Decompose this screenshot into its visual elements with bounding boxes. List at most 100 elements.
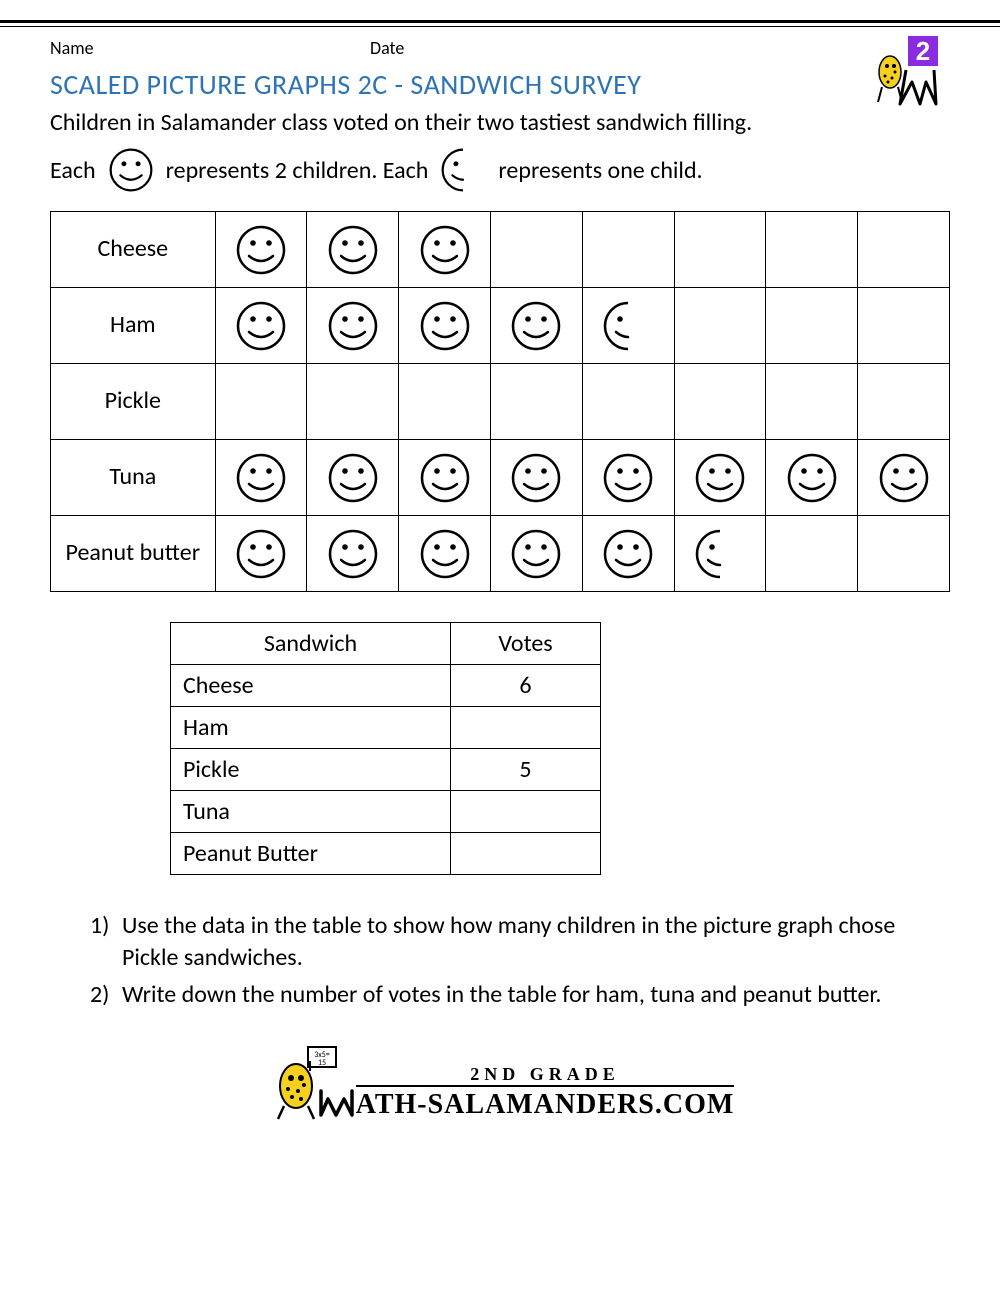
graph-cell — [766, 288, 858, 364]
graph-cell — [582, 440, 674, 516]
worksheet-page: Name Date 2 SCALED PICTURE GRAPHS 2C - S… — [0, 37, 1000, 1156]
table-row: Peanut Butter — [171, 833, 601, 875]
svg-text:2: 2 — [916, 36, 930, 66]
votes-cell — [451, 707, 601, 749]
graph-cell — [490, 212, 582, 288]
footer: 3x5= 15 2ND GRADE ATH-SALAMANDERS.COM — [50, 1041, 950, 1126]
graph-cell — [399, 364, 491, 440]
picture-graph-table: CheeseHamPickleTunaPeanut butter — [50, 211, 950, 592]
smiley-full-icon — [235, 224, 287, 276]
legend-text-3: represents one child. — [498, 156, 702, 185]
smiley-full-icon — [419, 300, 471, 352]
graph-cell — [766, 212, 858, 288]
graph-cell — [399, 212, 491, 288]
smiley-full-icon — [419, 224, 471, 276]
smiley-full-icon — [419, 528, 471, 580]
grade-badge: 2 — [870, 32, 950, 112]
page-title: SCALED PICTURE GRAPHS 2C - SANDWICH SURV… — [50, 67, 950, 102]
graph-cell — [858, 288, 950, 364]
smiley-half-icon — [440, 147, 486, 193]
smiley-full-icon — [602, 452, 654, 504]
graph-cell — [399, 516, 491, 592]
smiley-half-icon — [694, 528, 746, 580]
graph-cell — [215, 440, 307, 516]
votes-header-votes: Votes — [451, 623, 601, 665]
smiley-full-icon — [510, 300, 562, 352]
votes-cell: 6 — [451, 665, 601, 707]
smiley-full-icon — [602, 528, 654, 580]
smiley-full-icon — [419, 452, 471, 504]
smiley-full-icon — [878, 452, 930, 504]
smiley-full-icon — [235, 300, 287, 352]
legend: Each represents 2 children. Each represe… — [50, 147, 950, 193]
graph-cell — [307, 440, 399, 516]
votes-table: Sandwich Votes Cheese6HamPickle5TunaPean… — [170, 622, 601, 875]
salamander-logo-icon: 3x5= 15 — [266, 1041, 356, 1121]
graph-cell — [858, 212, 950, 288]
smiley-full-icon — [510, 452, 562, 504]
graph-cell — [674, 212, 766, 288]
graph-cell — [674, 288, 766, 364]
smiley-full-icon — [510, 528, 562, 580]
table-row: Ham — [51, 288, 950, 364]
legend-text-1: Each — [50, 156, 96, 185]
smiley-full-icon — [327, 528, 379, 580]
smiley-full-icon — [327, 452, 379, 504]
smiley-full-icon — [235, 528, 287, 580]
graph-cell — [766, 364, 858, 440]
smiley-full-icon — [694, 452, 746, 504]
footer-url: ATH-SALAMANDERS.COM — [356, 1085, 735, 1121]
graph-cell — [215, 288, 307, 364]
table-row: Ham — [171, 707, 601, 749]
graph-cell — [215, 212, 307, 288]
votes-cell — [451, 791, 601, 833]
sandwich-cell: Cheese — [171, 665, 451, 707]
smiley-full-icon — [327, 224, 379, 276]
graph-cell — [582, 516, 674, 592]
graph-cell — [582, 288, 674, 364]
smiley-half-icon — [602, 300, 654, 352]
question: 1)Use the data in the table to show how … — [90, 910, 950, 975]
table-row: Tuna — [171, 791, 601, 833]
table-row: Tuna — [51, 440, 950, 516]
row-label: Ham — [51, 288, 216, 364]
row-label: Pickle — [51, 364, 216, 440]
graph-cell — [858, 364, 950, 440]
question-number: 2) — [90, 979, 122, 1011]
graph-cell — [399, 440, 491, 516]
question-text: Write down the number of votes in the ta… — [122, 979, 881, 1011]
table-row: Cheese6 — [171, 665, 601, 707]
row-label: Peanut butter — [51, 516, 216, 592]
questions: 1)Use the data in the table to show how … — [50, 910, 950, 1011]
table-row: Pickle — [51, 364, 950, 440]
graph-cell — [307, 288, 399, 364]
graph-cell — [215, 364, 307, 440]
row-label: Tuna — [51, 440, 216, 516]
question: 2)Write down the number of votes in the … — [90, 979, 950, 1011]
graph-cell — [858, 440, 950, 516]
graph-cell — [766, 440, 858, 516]
sandwich-cell: Peanut Butter — [171, 833, 451, 875]
graph-cell — [307, 364, 399, 440]
graph-cell — [674, 516, 766, 592]
graph-cell — [858, 516, 950, 592]
row-label: Cheese — [51, 212, 216, 288]
question-text: Use the data in the table to show how ma… — [122, 910, 950, 975]
table-row: Cheese — [51, 212, 950, 288]
legend-text-2: represents 2 children. Each — [166, 156, 429, 185]
graph-cell — [307, 212, 399, 288]
sandwich-cell: Tuna — [171, 791, 451, 833]
votes-cell — [451, 833, 601, 875]
table-row: Pickle5 — [171, 749, 601, 791]
graph-cell — [674, 440, 766, 516]
date-label: Date — [370, 37, 404, 59]
graph-cell — [674, 364, 766, 440]
graph-cell — [490, 440, 582, 516]
graph-cell — [766, 516, 858, 592]
graph-cell — [490, 364, 582, 440]
smiley-full-icon — [235, 452, 287, 504]
graph-cell — [490, 288, 582, 364]
table-row: Peanut butter — [51, 516, 950, 592]
graph-cell — [399, 288, 491, 364]
meta-row: Name Date 2 — [50, 37, 950, 59]
